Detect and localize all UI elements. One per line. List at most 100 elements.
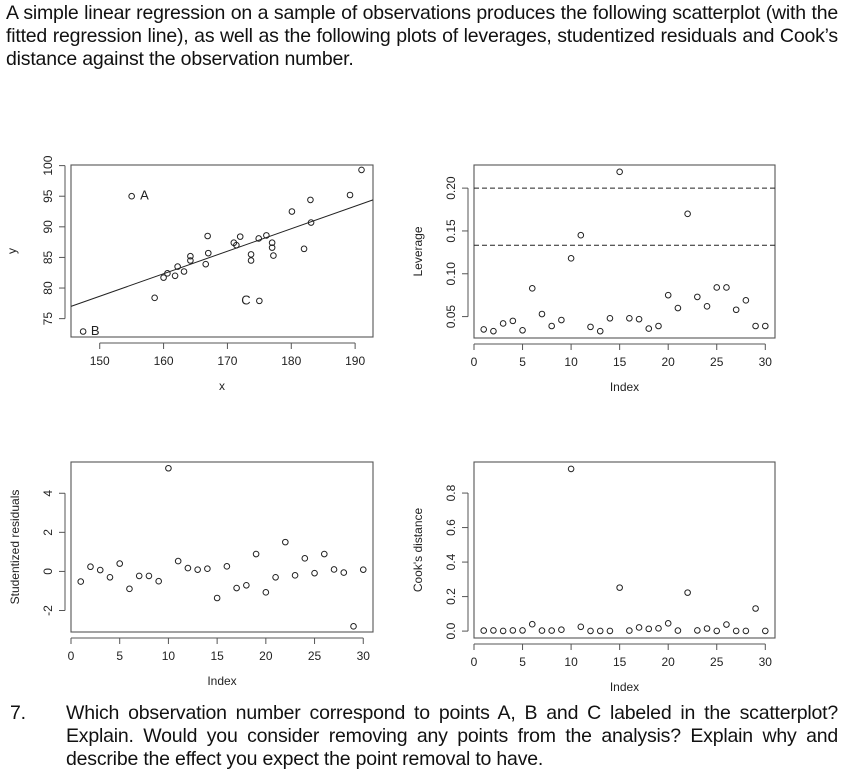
data-point [509, 317, 517, 325]
x-tick-label: 0 [471, 355, 478, 369]
y-tick-label: 80 [41, 281, 55, 295]
x-tick-label: 10 [564, 355, 578, 369]
question-7: 7. Which observation number correspond to… [10, 702, 838, 771]
data-point [252, 550, 260, 558]
y-tick-label: 0.20 [444, 176, 458, 200]
data-point [742, 627, 750, 635]
x-tick-label: 170 [217, 354, 237, 368]
data-point [509, 627, 517, 634]
plot-frame [70, 461, 374, 633]
data-point [268, 239, 276, 247]
y-axis-title: Studentized residuals [8, 490, 22, 605]
x-tick-label: 5 [519, 355, 526, 369]
data-point [480, 326, 488, 333]
data-point [664, 291, 672, 299]
data-point [713, 627, 721, 635]
data-point [558, 626, 565, 634]
data-point [499, 320, 507, 327]
data-point [128, 192, 135, 200]
data-point [558, 316, 565, 324]
data-point [528, 620, 536, 628]
x-tick-label: 5 [519, 655, 526, 669]
y-tick-label: 0.10 [444, 262, 458, 286]
y-tick-label: 0.4 [444, 553, 458, 570]
data-point [160, 274, 167, 281]
y-axis: -2 0 2 4 Studentized residuals [8, 490, 66, 616]
x-axis: 0 5 10 15 20 25 30 Index [471, 643, 773, 694]
data-point [664, 620, 672, 627]
data-point [311, 569, 318, 577]
data-point [187, 257, 194, 264]
data-point [596, 627, 604, 635]
x-tick-label: 150 [90, 354, 110, 368]
y-tick-label: 90 [41, 220, 55, 234]
data-point [233, 241, 240, 249]
y-tick-label: 0.15 [444, 219, 458, 243]
data-point [288, 208, 296, 215]
plot-frame [70, 164, 374, 338]
x-tick-label: 10 [564, 655, 578, 669]
data-point [626, 315, 633, 322]
plot-frame [473, 461, 776, 639]
x-tick-label: 20 [662, 355, 676, 369]
data-points [77, 464, 367, 630]
y-axis-title: Cook's distance [411, 508, 425, 593]
data-point [87, 563, 94, 571]
studentized-residuals-plot: 0 5 10 15 20 25 30 Index -2 0 2 4 Studentized residu… [8, 461, 374, 688]
y-tick-label: 2 [41, 529, 55, 536]
x-axis-title: x [219, 379, 225, 393]
y-axis: 0.05 0.10 0.15 0.20 Leverage [411, 176, 469, 329]
data-point [655, 625, 662, 632]
data-point [684, 210, 691, 218]
y-tick-label: 4 [41, 490, 55, 497]
x-tick-label: 25 [308, 649, 322, 663]
data-point [346, 191, 354, 199]
data-point [135, 572, 143, 580]
data-point [300, 245, 308, 253]
data-point [307, 219, 315, 226]
data-point [761, 322, 769, 330]
data-point [213, 594, 221, 602]
intro-paragraph: A simple linear regression on a sample o… [6, 2, 838, 70]
data-point [528, 285, 536, 292]
y-tick-label: -2 [41, 605, 55, 616]
data-point [713, 284, 721, 291]
y-axis-title: Leverage [411, 226, 425, 276]
data-point [236, 233, 244, 240]
y-tick-label: 0.05 [444, 305, 458, 329]
x-tick-label: 25 [710, 355, 724, 369]
point-label-b: B [91, 323, 100, 338]
data-point [174, 263, 181, 270]
data-point [606, 315, 614, 322]
point-label-a: A [140, 188, 149, 203]
data-point [171, 272, 179, 280]
y-axis: 75 80 85 90 95 100 y [5, 155, 66, 326]
data-point [307, 196, 314, 204]
x-tick-label: 30 [759, 655, 773, 669]
x-tick-label: 30 [357, 649, 371, 663]
data-point [116, 560, 124, 567]
data-point [538, 627, 546, 634]
data-point [204, 565, 211, 572]
data-point [674, 304, 682, 312]
y-tick-label: 0.8 [444, 484, 458, 501]
data-point [301, 555, 309, 562]
scatterplot-with-regression-line: 150 160 170 180 190 x 75 80 85 90 95 100 y A B C [5, 155, 374, 393]
data-point [187, 252, 194, 260]
data-point [587, 627, 594, 635]
data-point [223, 563, 231, 570]
data-point [577, 231, 585, 239]
data-point [202, 260, 210, 268]
data-point [151, 294, 158, 302]
x-tick-label: 5 [116, 649, 123, 663]
x-tick-label: 15 [210, 649, 224, 663]
y-tick-label: 100 [41, 155, 55, 175]
data-point [270, 252, 277, 259]
y-tick-label: 75 [41, 312, 55, 326]
plot-frame [473, 164, 776, 339]
data-point [674, 627, 682, 634]
data-point [519, 326, 526, 334]
x-tick-label: 25 [710, 655, 724, 669]
data-point [548, 627, 555, 634]
data-point [204, 249, 212, 257]
